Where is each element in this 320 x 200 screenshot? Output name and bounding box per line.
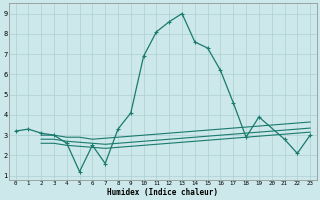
X-axis label: Humidex (Indice chaleur): Humidex (Indice chaleur) [107, 188, 218, 197]
